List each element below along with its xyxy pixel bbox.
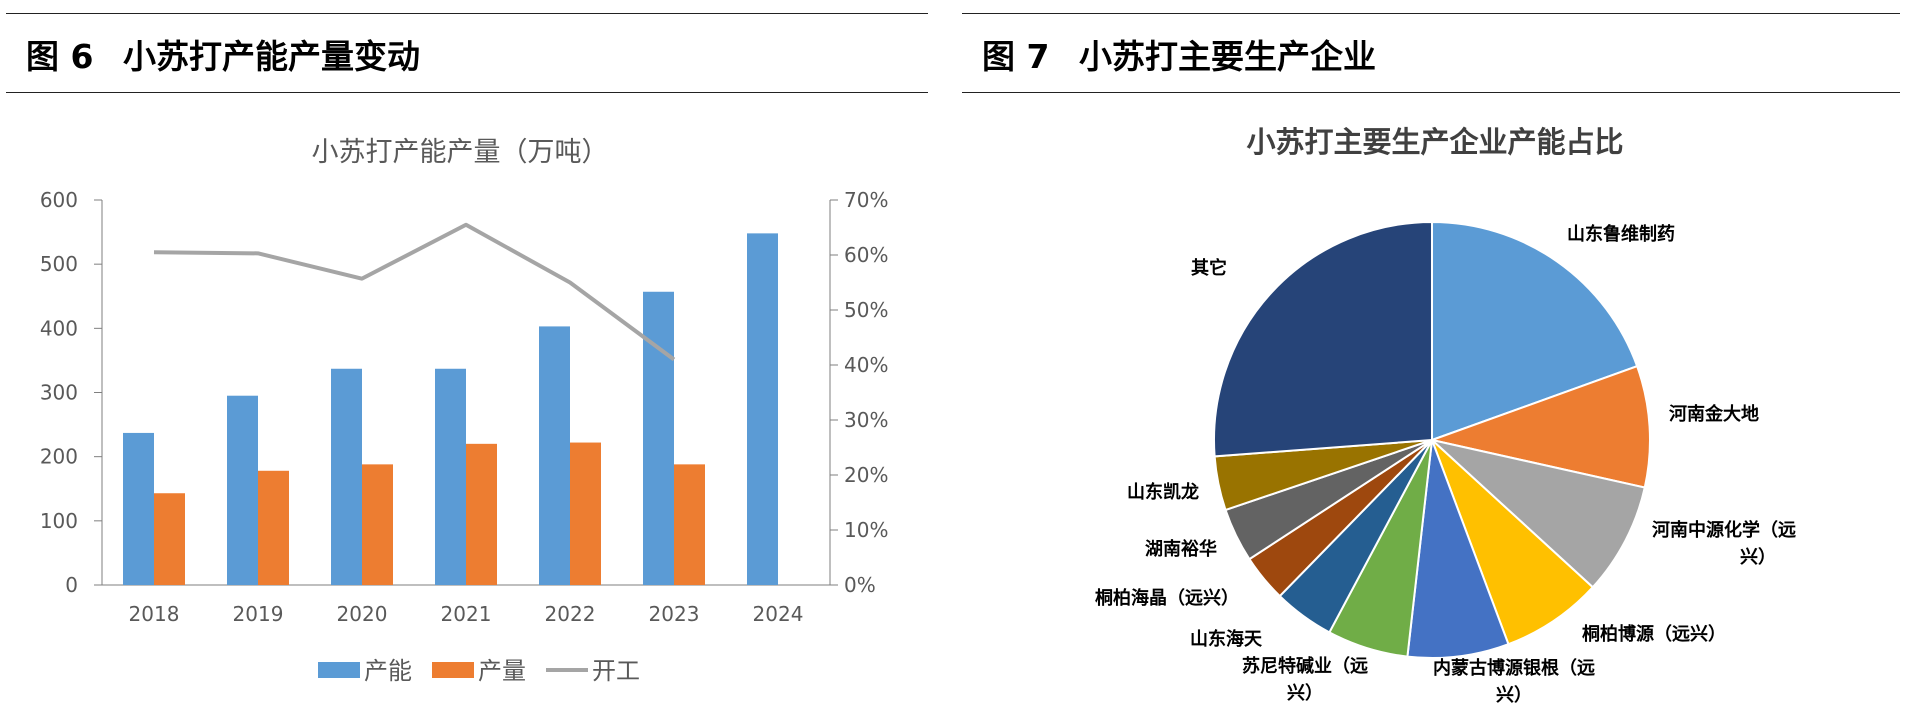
- x-tick-label: 2021: [441, 602, 492, 626]
- right-tick-label: 70%: [844, 188, 888, 212]
- pie-title: 小苏打主要生产企业产能占比: [1246, 125, 1623, 159]
- bar-产能: [539, 326, 570, 585]
- figure-6-panel: 图 6 小苏打产能产量变动 小苏打产能产量（万吨） 0 100 200 300 400 5…: [0, 0, 940, 709]
- figure-7-caption: 小苏打主要生产企业: [1078, 37, 1376, 76]
- pie-slice: [1431, 220, 1639, 442]
- pie-label-line: 其它: [1191, 257, 1227, 279]
- pie-slices: [1213, 220, 1651, 659]
- chart-title: 小苏打产能产量（万吨）: [312, 137, 609, 168]
- x-tick-label: 2023: [649, 602, 700, 626]
- line-开工: [153, 222, 676, 362]
- pie-label: 苏尼特碱业（远兴）: [1242, 655, 1368, 704]
- figure-7-number: 7: [1026, 37, 1050, 76]
- left-tick-label: 300: [40, 381, 78, 405]
- pie-slice: [1406, 439, 1510, 659]
- left-tick-label: 400: [40, 316, 78, 340]
- pie-label: 桐柏博源（远兴）: [1582, 623, 1726, 645]
- bar-产能: [435, 368, 466, 585]
- pie-label: 内蒙古博源银根（远兴）: [1433, 657, 1595, 706]
- pie-label-line: 兴）: [1496, 685, 1532, 706]
- right-tick-label: 30%: [844, 408, 888, 432]
- left-tick-label: 100: [40, 509, 78, 533]
- left-tick-label: 600: [40, 188, 78, 212]
- top-rule: [6, 13, 928, 14]
- pie-label-line: 河南中源化学（远: [1652, 519, 1796, 541]
- legend-label: 开工: [592, 657, 640, 685]
- pie-slice: [1213, 220, 1433, 458]
- left-tick-label: 500: [40, 252, 78, 276]
- pie-label-line: 兴）: [1287, 683, 1323, 704]
- right-tick-label: 0%: [844, 573, 876, 597]
- axes: 0 100 200 300 400 500 600 0% 10% 20% 30% 40% 50% 60% 7…: [40, 188, 889, 626]
- right-tick-label: 20%: [844, 463, 888, 487]
- pie-label: 湖南裕华: [1145, 538, 1217, 560]
- figure-6-caption: 小苏打产能产量变动: [122, 37, 420, 76]
- figure-6-prefix: 图: [26, 37, 59, 76]
- x-tick-label: 2018: [129, 602, 180, 626]
- pie-slice: [1428, 364, 1651, 489]
- title-underline: [962, 92, 1900, 93]
- figure-7-prefix: 图: [982, 37, 1015, 76]
- figure-7-title: 图 7 小苏打主要生产企业: [982, 30, 1376, 78]
- right-tick-label: 60%: [844, 243, 888, 267]
- right-tick-label: 10%: [844, 518, 888, 542]
- left-tick-label: 200: [40, 445, 78, 469]
- capacity-production-chart: 小苏打产能产量（万吨） 0 100 200 300 400 500 600 0% 10% 20% 3…: [40, 137, 889, 685]
- pie-label-line: 桐柏博源（远兴）: [1582, 623, 1726, 645]
- bar-产能: [331, 368, 362, 585]
- pie-label: 山东凯龙: [1127, 481, 1199, 503]
- top-rule: [962, 13, 1900, 14]
- legend-swatch: [318, 662, 360, 678]
- pie-label: 河南中源化学（远兴）: [1652, 519, 1796, 568]
- bar-产量: [466, 443, 497, 585]
- legend-label: 产能: [364, 657, 412, 685]
- bar-产量: [674, 464, 705, 585]
- pie-label: 山东海天: [1190, 628, 1263, 650]
- x-tick-label: 2024: [753, 602, 804, 626]
- left-tick-label: 0: [65, 573, 78, 597]
- pie-label-line: 山东鲁维制药: [1567, 223, 1675, 245]
- bar-产能: [747, 233, 778, 585]
- pie-label-line: 山东海天: [1190, 628, 1263, 650]
- title-underline: [6, 92, 928, 93]
- pie-label-line: 兴）: [1740, 547, 1776, 568]
- pie-label: 山东鲁维制药: [1567, 223, 1675, 245]
- legend: 产能 产量 开工: [318, 657, 640, 685]
- right-tick-label: 40%: [844, 353, 888, 377]
- pie-slice: [1431, 439, 1595, 646]
- pie-label-line: 山东凯龙: [1127, 481, 1199, 503]
- bar-产量: [258, 470, 289, 585]
- x-tick-label: 2020: [337, 602, 388, 626]
- legend-swatch: [432, 662, 474, 678]
- figure-6-title: 图 6 小苏打产能产量变动: [26, 30, 420, 78]
- right-tick-label: 50%: [844, 298, 888, 322]
- pie-label-line: 桐柏海晶（远兴）: [1095, 587, 1239, 609]
- bar-产能: [123, 432, 154, 585]
- figure-7-panel: 图 7 小苏打主要生产企业 小苏打主要生产企业产能占比 山东鲁维制药河南金大地河…: [962, 0, 1914, 709]
- x-tick-label: 2019: [233, 602, 284, 626]
- bar-产量: [362, 464, 393, 585]
- pie-label-line: 湖南裕华: [1145, 538, 1217, 560]
- figure-6-number: 6: [70, 37, 94, 76]
- pie-label: 河南金大地: [1669, 403, 1759, 425]
- pie-label-line: 河南金大地: [1669, 403, 1759, 425]
- plot-area: [123, 222, 778, 585]
- pie-labels: 山东鲁维制药河南金大地河南中源化学（远兴）桐柏博源（远兴）内蒙古博源银根（远兴）…: [1095, 223, 1796, 706]
- bar-产量: [570, 442, 601, 585]
- legend-label: 产量: [478, 657, 526, 685]
- bar-产能: [227, 395, 258, 585]
- bar-产能: [643, 291, 674, 585]
- pie-label-line: 苏尼特碱业（远: [1242, 655, 1368, 677]
- pie-label: 其它: [1191, 257, 1227, 279]
- x-tick-label: 2022: [545, 602, 596, 626]
- pie-label-line: 内蒙古博源银根（远: [1433, 657, 1595, 679]
- pie-label: 桐柏海晶（远兴）: [1095, 587, 1239, 609]
- pie-slice: [1428, 438, 1646, 589]
- bar-产量: [154, 493, 185, 585]
